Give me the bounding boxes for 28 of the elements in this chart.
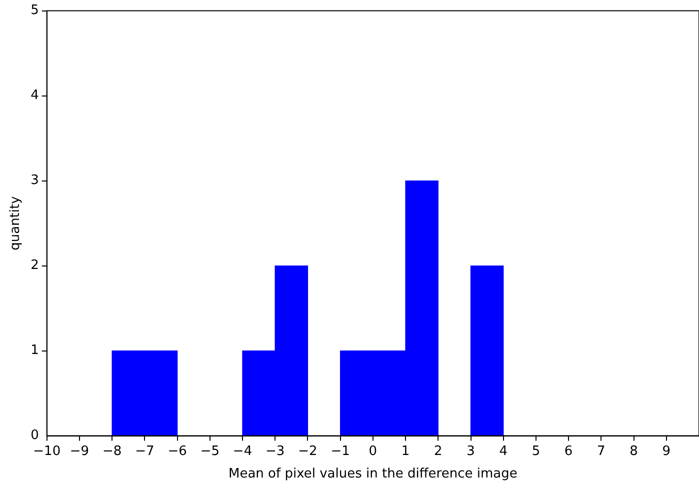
x-tick-label: 9: [662, 444, 671, 459]
x-tick-label: 3: [466, 444, 475, 459]
x-tick-label: 0: [368, 444, 378, 459]
x-tick-label: −3: [266, 444, 285, 459]
x-tick-label: 4: [499, 444, 508, 459]
x-tick-label: −1: [330, 444, 350, 459]
y-tick-label: 4: [30, 88, 39, 104]
y-tick-label: 2: [30, 258, 39, 274]
x-axis-title: Mean of pixel values in the difference image: [228, 466, 518, 482]
y-axis-title: quantity: [8, 196, 24, 250]
x-tick-label: −7: [135, 444, 154, 459]
x-tick-label: 6: [564, 444, 573, 459]
x-tick-label: −9: [70, 444, 90, 459]
x-tick-label: −10: [33, 444, 61, 459]
x-tick-label: −8: [102, 444, 122, 459]
y-tick-label: 3: [30, 173, 39, 188]
x-tick-label: −4: [232, 444, 252, 459]
x-tick-label: 7: [597, 444, 606, 459]
x-tick-label: −5: [200, 444, 220, 459]
y-tick-label: 1: [30, 343, 39, 358]
x-tick-label: 1: [401, 444, 410, 459]
x-tick-label: 2: [434, 444, 442, 459]
x-tick-label: 5: [532, 444, 540, 459]
y-tick-label: 0: [30, 428, 39, 444]
x-tick-label: 8: [630, 444, 638, 459]
x-tick-label: −2: [298, 444, 318, 459]
x-tick-label: −6: [168, 444, 187, 459]
y-tick-label: 5: [30, 3, 39, 18]
